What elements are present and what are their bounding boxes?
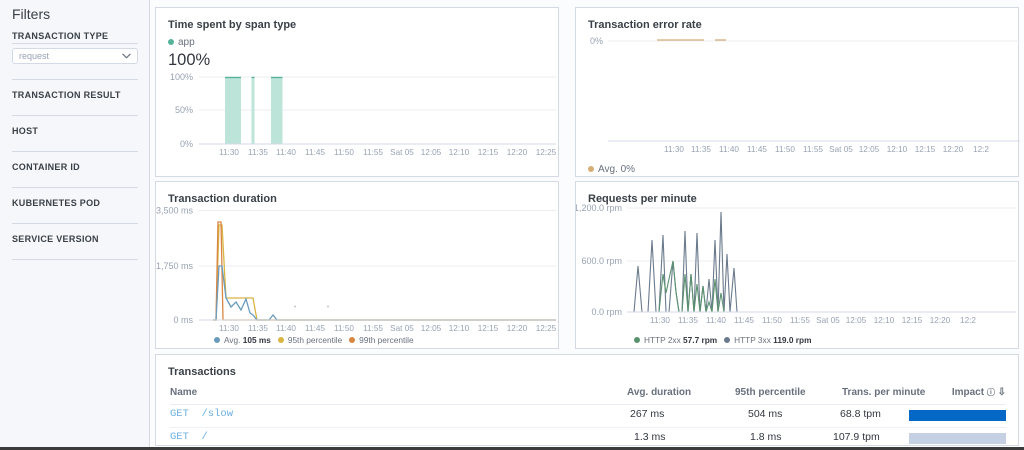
svg-text:0.0 rpm: 0.0 rpm (591, 307, 622, 317)
svg-text:0%: 0% (180, 139, 193, 149)
svg-text:12:10: 12:10 (449, 324, 470, 333)
svg-text:11:35: 11:35 (678, 316, 698, 325)
svg-text:11:30: 11:30 (219, 324, 239, 333)
svg-text:Sat 05: Sat 05 (390, 324, 414, 333)
svg-text:100%: 100% (170, 72, 193, 82)
svg-text:11:50: 11:50 (762, 316, 782, 325)
svg-text:12:15: 12:15 (478, 148, 499, 157)
svg-text:12:10: 12:10 (449, 148, 470, 157)
svg-text:11:55: 11:55 (363, 148, 383, 157)
svg-text:11:55: 11:55 (803, 145, 823, 154)
svg-text:12:25: 12:25 (536, 148, 557, 157)
svg-text:Sat 05: Sat 05 (829, 145, 853, 154)
svg-text:11:55: 11:55 (790, 316, 810, 325)
svg-text:11:40: 11:40 (719, 145, 739, 154)
svg-text:600.0 rpm: 600.0 rpm (581, 256, 622, 266)
svg-text:11:40: 11:40 (276, 148, 296, 157)
svg-text:11:50: 11:50 (334, 148, 354, 157)
svg-text:0 ms: 0 ms (173, 315, 193, 325)
svg-text:1,750 ms: 1,750 ms (156, 261, 193, 271)
svg-text:12:10: 12:10 (874, 316, 895, 325)
svg-text:11:50: 11:50 (334, 324, 354, 333)
svg-text:12:05: 12:05 (859, 145, 880, 154)
svg-text:12:05: 12:05 (846, 316, 867, 325)
svg-text:11:55: 11:55 (363, 324, 383, 333)
svg-text:11:40: 11:40 (276, 324, 296, 333)
svg-text:12:20: 12:20 (930, 316, 951, 325)
svg-text:11:40: 11:40 (706, 316, 726, 325)
svg-text:11:50: 11:50 (775, 145, 795, 154)
svg-text:11:30: 11:30 (650, 316, 670, 325)
svg-text:12:2: 12:2 (960, 316, 976, 325)
svg-text:12:2: 12:2 (973, 145, 989, 154)
svg-text:12:05: 12:05 (421, 324, 442, 333)
svg-text:11:35: 11:35 (248, 324, 268, 333)
svg-text:0%: 0% (590, 36, 603, 46)
svg-text:1,200.0 rpm: 1,200.0 rpm (576, 203, 622, 213)
svg-text:11:45: 11:45 (734, 316, 754, 325)
svg-text:12:15: 12:15 (478, 324, 499, 333)
svg-text:11:30: 11:30 (219, 148, 239, 157)
svg-text:3,500 ms: 3,500 ms (156, 206, 193, 216)
svg-text:11:45: 11:45 (747, 145, 767, 154)
svg-text:12:25: 12:25 (536, 324, 557, 333)
svg-text:12:05: 12:05 (421, 148, 442, 157)
svg-text:12:20: 12:20 (507, 324, 528, 333)
svg-text:12:15: 12:15 (902, 316, 923, 325)
svg-text:11:35: 11:35 (691, 145, 711, 154)
svg-text:12:10: 12:10 (887, 145, 908, 154)
svg-text:11:45: 11:45 (305, 148, 325, 157)
svg-text:Sat 05: Sat 05 (390, 148, 414, 157)
svg-text:12:20: 12:20 (507, 148, 528, 157)
svg-text:12:15: 12:15 (915, 145, 936, 154)
svg-text:50%: 50% (175, 105, 193, 115)
svg-text:11:35: 11:35 (248, 148, 268, 157)
svg-text:Sat 05: Sat 05 (816, 316, 840, 325)
svg-text:12:20: 12:20 (943, 145, 964, 154)
svg-text:11:30: 11:30 (664, 145, 684, 154)
svg-text:11:45: 11:45 (305, 324, 325, 333)
